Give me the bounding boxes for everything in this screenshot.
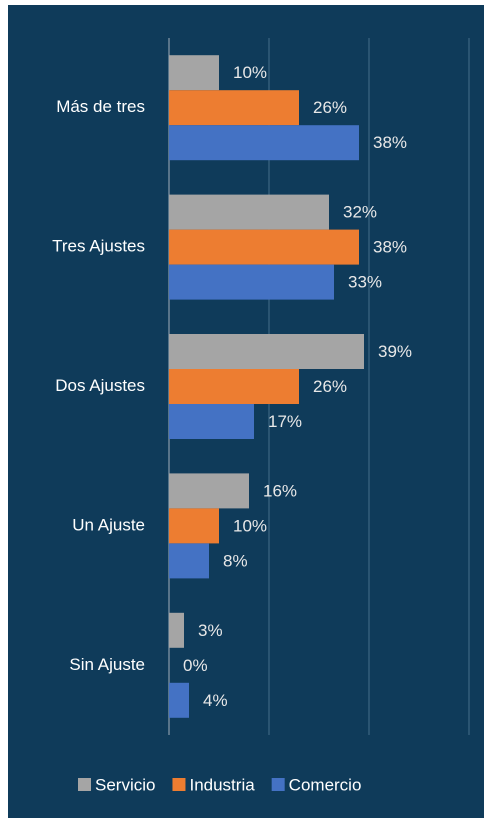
bar xyxy=(169,229,359,265)
bar xyxy=(169,125,359,161)
bar xyxy=(169,55,219,91)
data-label: 17% xyxy=(268,412,302,431)
data-label: 8% xyxy=(223,551,248,570)
bar xyxy=(169,334,364,369)
data-label: 32% xyxy=(343,203,377,222)
data-label: 3% xyxy=(198,621,223,640)
legend-label: Servicio xyxy=(95,775,155,794)
data-label: 26% xyxy=(313,98,347,117)
data-label: 10% xyxy=(233,63,267,82)
data-label: 33% xyxy=(348,273,382,292)
bar xyxy=(169,404,254,439)
legend-label: Comercio xyxy=(289,775,362,794)
y-tick-label: Sin Ajuste xyxy=(69,655,145,674)
legend-swatch xyxy=(271,778,285,791)
y-tick-label: Más de tres xyxy=(56,97,145,116)
data-label: 10% xyxy=(233,516,267,535)
data-label: 38% xyxy=(373,133,407,152)
bar xyxy=(169,682,189,718)
data-label: 4% xyxy=(203,691,228,710)
y-tick-label: Un Ajuste xyxy=(72,515,145,534)
legend-swatch xyxy=(78,778,91,791)
bar xyxy=(169,508,219,544)
bar xyxy=(169,473,249,509)
legend-label: Industria xyxy=(189,775,255,794)
bar xyxy=(169,194,329,230)
y-tick-label: Dos Ajustes xyxy=(55,376,145,395)
data-label: 16% xyxy=(263,481,297,500)
bar xyxy=(169,612,184,648)
data-label: 0% xyxy=(183,656,208,675)
bar xyxy=(169,369,299,404)
bar xyxy=(169,90,299,126)
bar xyxy=(169,543,209,579)
data-label: 26% xyxy=(313,377,347,396)
legend-swatch xyxy=(172,778,186,791)
y-tick-label: Tres Ajustes xyxy=(52,237,145,256)
bar xyxy=(169,264,334,300)
data-label: 38% xyxy=(373,238,407,257)
data-label: 39% xyxy=(378,342,412,361)
